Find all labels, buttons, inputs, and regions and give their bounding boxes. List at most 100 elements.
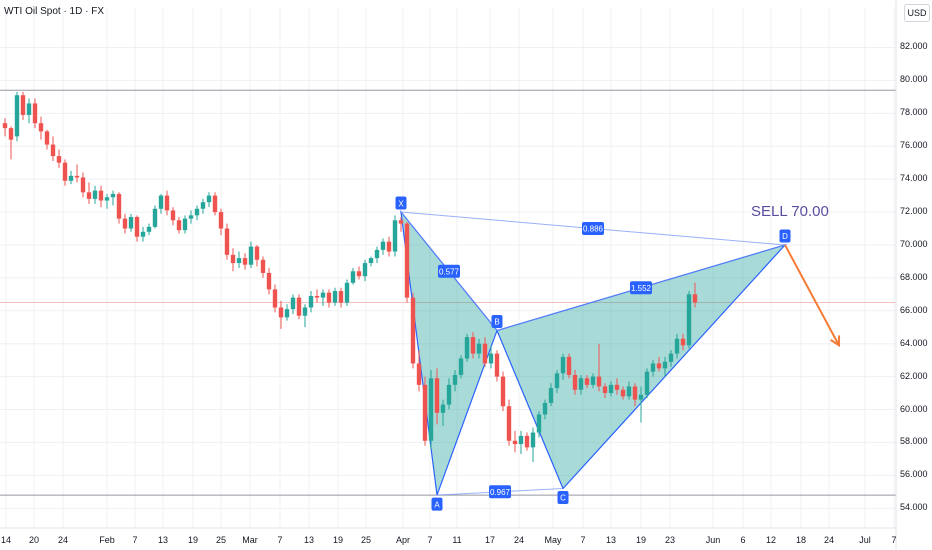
- candle-body: [494, 353, 500, 377]
- ratio-label-bg: [582, 222, 604, 236]
- candle: [134, 215, 140, 242]
- time-tick-label: 19: [187, 535, 199, 545]
- ratio-label-text: 0.886: [583, 225, 604, 234]
- candle-body: [566, 356, 572, 375]
- candle: [290, 294, 296, 315]
- candle-body: [224, 228, 230, 255]
- candle-body: [350, 271, 356, 283]
- candle-body: [188, 215, 194, 219]
- candle-body: [164, 195, 170, 211]
- candle-body: [590, 376, 596, 385]
- candle-body: [326, 292, 332, 303]
- point-label-bg: [395, 196, 407, 210]
- time-tick-label: 19: [332, 535, 344, 545]
- candle-body: [548, 388, 554, 403]
- candle: [692, 282, 698, 308]
- candle: [338, 287, 344, 308]
- candle: [680, 333, 686, 351]
- candle-body: [98, 190, 104, 201]
- candle-body: [686, 294, 692, 346]
- point-label-bg: [557, 491, 569, 505]
- candle: [350, 268, 356, 285]
- price-tick-label: 58.000: [900, 436, 928, 447]
- candle: [8, 126, 14, 160]
- candle-body: [254, 246, 260, 260]
- candle-body: [302, 307, 308, 316]
- candle-body: [470, 337, 476, 354]
- candle-body: [440, 404, 446, 413]
- candle-body: [176, 220, 182, 231]
- candle: [380, 238, 386, 255]
- ratio-label: 0.577: [438, 264, 460, 278]
- candle: [164, 190, 170, 216]
- candle: [68, 170, 74, 185]
- currency-badge[interactable]: USD: [904, 4, 930, 22]
- candle: [626, 381, 632, 400]
- point-label-text: B: [494, 318, 499, 327]
- candle-body: [134, 216, 140, 237]
- candle-body: [308, 295, 314, 308]
- candle-body: [110, 193, 116, 198]
- candle-body: [152, 208, 158, 227]
- candle-body: [68, 175, 74, 181]
- candle: [506, 399, 512, 446]
- candle: [98, 185, 104, 208]
- price-tick-label: 76.000: [900, 140, 928, 151]
- time-tick-label: 7: [277, 535, 283, 545]
- candle: [206, 192, 212, 208]
- candle-body: [212, 195, 218, 213]
- harmonic-pattern: [400, 210, 787, 496]
- candle-body: [218, 212, 224, 229]
- time-tick-label: 23: [664, 535, 676, 545]
- candle: [140, 226, 146, 242]
- candle-body: [146, 226, 152, 232]
- candle-body: [512, 440, 518, 445]
- candle-body: [26, 103, 32, 115]
- time-tick-label: 7: [132, 535, 138, 545]
- candle: [254, 244, 260, 267]
- candle-body: [92, 190, 98, 199]
- candle: [608, 381, 614, 397]
- candle-body: [530, 432, 536, 448]
- candle-body: [170, 210, 176, 221]
- candle-body: [518, 435, 524, 445]
- candle: [392, 215, 398, 257]
- candle: [542, 399, 548, 420]
- time-tick-label: Feb: [99, 535, 115, 545]
- candle: [512, 430, 518, 453]
- candle: [668, 350, 674, 367]
- candle-body: [620, 389, 626, 397]
- time-tick-label: 6: [740, 535, 746, 545]
- point-label-bg: [491, 315, 503, 329]
- candle: [26, 98, 32, 124]
- price-tick-label: 80.000: [900, 74, 928, 85]
- candle: [554, 370, 560, 394]
- price-tick-label: 56.000: [900, 469, 928, 480]
- candle-body: [662, 361, 668, 369]
- candle-body: [80, 177, 86, 193]
- point-label: C: [557, 491, 569, 505]
- candle-body: [500, 376, 506, 407]
- time-tick-label: 24: [823, 535, 835, 545]
- candle-body: [8, 128, 14, 140]
- candle: [200, 198, 206, 214]
- candle: [686, 291, 692, 349]
- candle-body: [182, 218, 188, 231]
- candle: [644, 368, 650, 398]
- candle: [404, 221, 410, 303]
- candle-body: [650, 363, 656, 372]
- time-tick-label: 7: [891, 535, 897, 545]
- time-tick-label: 24: [57, 535, 69, 545]
- candle-body: [608, 384, 614, 394]
- candle: [632, 383, 638, 407]
- candle: [566, 353, 572, 379]
- candle-body: [2, 123, 8, 129]
- candle-body: [572, 374, 578, 390]
- candle: [602, 383, 608, 398]
- time-tick-label: 12: [765, 535, 777, 545]
- candle: [440, 399, 446, 426]
- candle-body: [446, 384, 452, 405]
- candle: [62, 159, 68, 186]
- candle: [278, 300, 284, 329]
